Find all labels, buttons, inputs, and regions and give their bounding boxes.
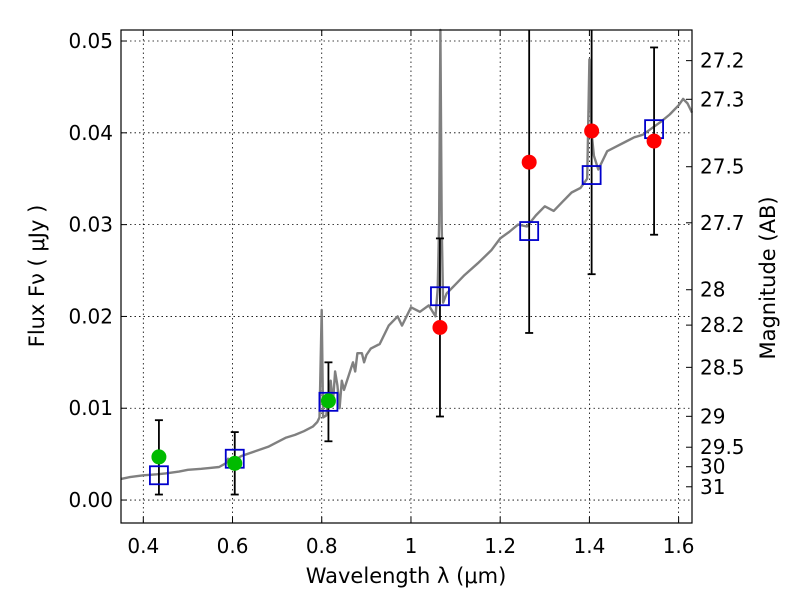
magnitude-tick-label: 28.2 <box>700 313 745 337</box>
observed-point <box>584 123 600 139</box>
x-tick-label: 1 <box>405 534 418 558</box>
observed-points <box>151 123 662 471</box>
magnitude-tick-label: 28.5 <box>700 355 745 379</box>
observed-point <box>646 133 662 149</box>
y-tick-label: 0.01 <box>68 396 113 420</box>
x-tick-label: 1.6 <box>663 534 695 558</box>
magnitude-tick-label: 27.3 <box>700 87 745 111</box>
magnitude-axis-label: Magnitude (AB) <box>756 196 780 359</box>
model-point <box>318 391 339 412</box>
magnitude-tick-label: 27.7 <box>700 211 745 235</box>
y-axis-label: Flux Fν ( μJy ) <box>25 205 49 348</box>
observed-point <box>151 449 167 465</box>
magnitude-tick-label: 31 <box>700 475 725 499</box>
spectrum-line <box>120 28 694 481</box>
y-tick-label: 0.02 <box>68 304 113 328</box>
x-tick-label: 0.8 <box>306 534 338 558</box>
x-tick-label: 1.2 <box>484 534 516 558</box>
observed-point <box>320 393 336 409</box>
model-point <box>149 465 169 486</box>
model-point <box>519 221 540 241</box>
x-axis-label: Wavelength λ (μm) <box>306 564 507 588</box>
model-point <box>581 165 602 185</box>
magnitude-tick-label: 27.2 <box>700 49 745 73</box>
spectrum-series <box>120 28 694 481</box>
magnitude-tick-label: 30 <box>700 455 725 479</box>
x-tick-label: 1.4 <box>573 534 605 558</box>
plot-frame <box>120 29 693 524</box>
magnitude-tick-label: 29 <box>700 404 725 428</box>
magnitude-tick-label: 28 <box>700 278 725 302</box>
model-points <box>149 119 664 486</box>
y-tick-label: 0.03 <box>68 213 113 237</box>
y-tick-label: 0.00 <box>68 488 113 512</box>
observed-point <box>521 154 537 170</box>
observed-point <box>227 455 243 471</box>
magnitude-tick-label: 27.5 <box>700 155 745 179</box>
magnitude-tick-label: 29.5 <box>700 435 745 459</box>
x-tick-label: 0.6 <box>217 534 249 558</box>
y-axis-ticks: 0.00 0.01 0.02 0.03 0.04 0.05 <box>68 29 127 512</box>
grid-lines <box>121 30 692 523</box>
x-tick-label: 0.4 <box>127 534 159 558</box>
y-tick-label: 0.05 <box>68 29 113 53</box>
y-tick-label: 0.04 <box>68 121 113 145</box>
observed-point <box>432 319 448 335</box>
x-axis-ticks: 0.4 0.6 0.8 1 1.2 1.4 1.6 <box>127 30 695 558</box>
plot-background <box>121 30 692 523</box>
model-point <box>430 286 450 307</box>
